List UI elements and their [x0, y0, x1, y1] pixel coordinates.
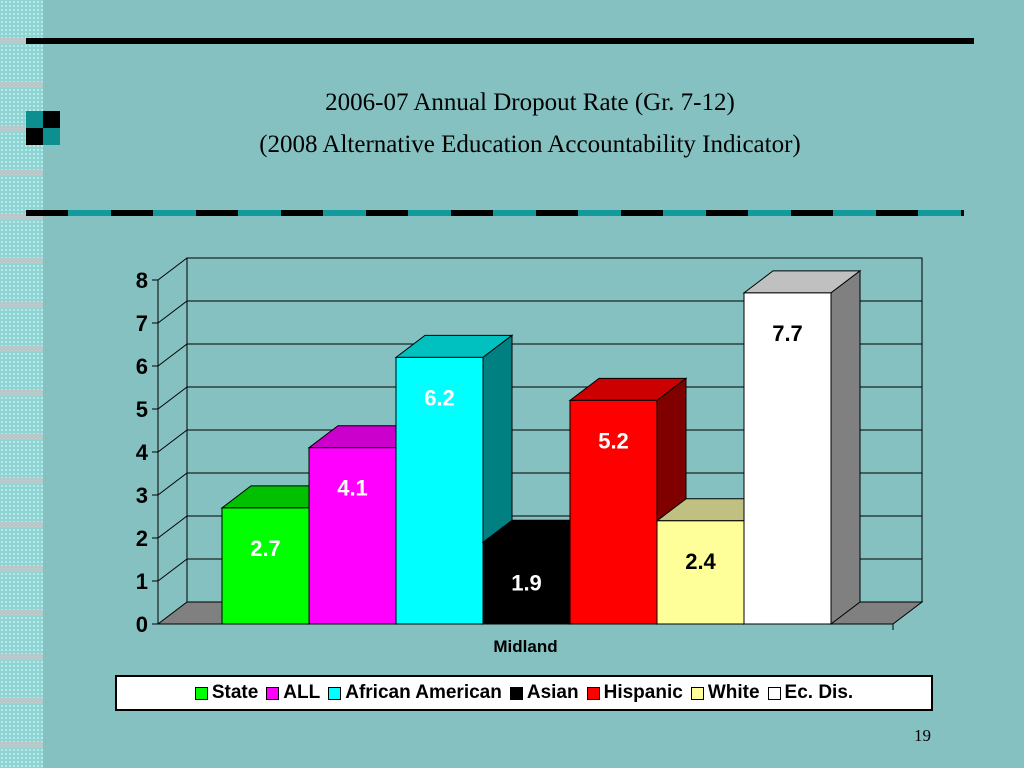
bar-3	[482, 541, 571, 625]
legend-label: Asian	[526, 682, 579, 703]
decor-square-bl	[26, 128, 43, 145]
legend-label: White	[707, 682, 760, 703]
legend-item-2: African American	[328, 682, 502, 704]
bar-6	[743, 292, 832, 625]
y-tick-label: 4	[136, 440, 149, 465]
bar-side-6	[830, 269, 861, 626]
legend-item-6: Ec. Dis.	[767, 682, 854, 704]
legend-label: Ec. Dis.	[784, 682, 854, 703]
gridline-side	[157, 515, 188, 539]
legend-swatch	[509, 686, 523, 700]
legend-label: ALL	[283, 682, 321, 703]
gridline-side	[157, 558, 188, 582]
y-tick-label: 8	[136, 268, 148, 293]
gridline-side	[157, 386, 188, 410]
data-label-4: 5.2	[598, 428, 629, 453]
bar-0	[221, 507, 310, 625]
bar-4	[569, 399, 658, 625]
legend-label: Hispanic	[603, 682, 683, 703]
decor-square-br	[43, 128, 60, 145]
gridline-side	[157, 343, 188, 367]
page-number: 19	[914, 726, 931, 745]
legend-swatch	[690, 686, 704, 700]
slide-title-line2: (2008 Alternative Education Accountabili…	[259, 131, 801, 158]
dashed-rule	[26, 210, 964, 216]
legend-swatch	[266, 686, 280, 700]
y-tick-label: 5	[136, 397, 148, 422]
y-tick-label: 6	[136, 354, 148, 379]
data-label-2: 6.2	[424, 385, 455, 410]
legend-swatch	[767, 686, 781, 700]
data-label-3: 1.9	[511, 570, 542, 595]
data-label-0: 2.7	[250, 536, 281, 561]
data-label-1: 4.1	[337, 476, 368, 501]
legend-item-1: ALL	[266, 682, 320, 704]
decor-square-tr	[43, 111, 60, 128]
chart-legend: State ALL African American Asian Hispanic Whi…	[115, 675, 933, 711]
x-category-label: Midland	[493, 637, 557, 656]
gridline-side	[157, 257, 188, 281]
y-tick-label: 7	[136, 311, 148, 336]
data-label-5: 2.4	[685, 549, 716, 574]
legend-label: African American	[345, 682, 502, 703]
legend-swatch	[194, 686, 208, 700]
data-label-6: 7.7	[772, 321, 803, 346]
legend-swatch	[586, 686, 600, 700]
y-tick-label: 3	[136, 483, 148, 508]
legend-swatch	[328, 686, 342, 700]
legend-item-4: Hispanic	[586, 682, 683, 704]
top-rule	[26, 38, 974, 44]
gridline-side	[157, 300, 188, 324]
y-tick-label: 0	[136, 612, 148, 637]
slide-title-line1: 2006-07 Annual Dropout Rate (Gr. 7-12)	[325, 89, 735, 116]
y-tick-label: 2	[136, 526, 148, 551]
gridline-side	[157, 472, 188, 496]
legend-item-5: White	[690, 682, 760, 704]
y-tick-label: 1	[136, 569, 148, 594]
legend-item-0: State	[194, 682, 259, 704]
decor-square-tl	[26, 111, 43, 128]
legend-item-3: Asian	[509, 682, 579, 704]
gridline-side	[157, 429, 188, 453]
bar-1	[308, 447, 397, 625]
bar-2	[395, 356, 484, 625]
bar-5	[656, 520, 745, 625]
legend-label: State	[211, 682, 259, 703]
